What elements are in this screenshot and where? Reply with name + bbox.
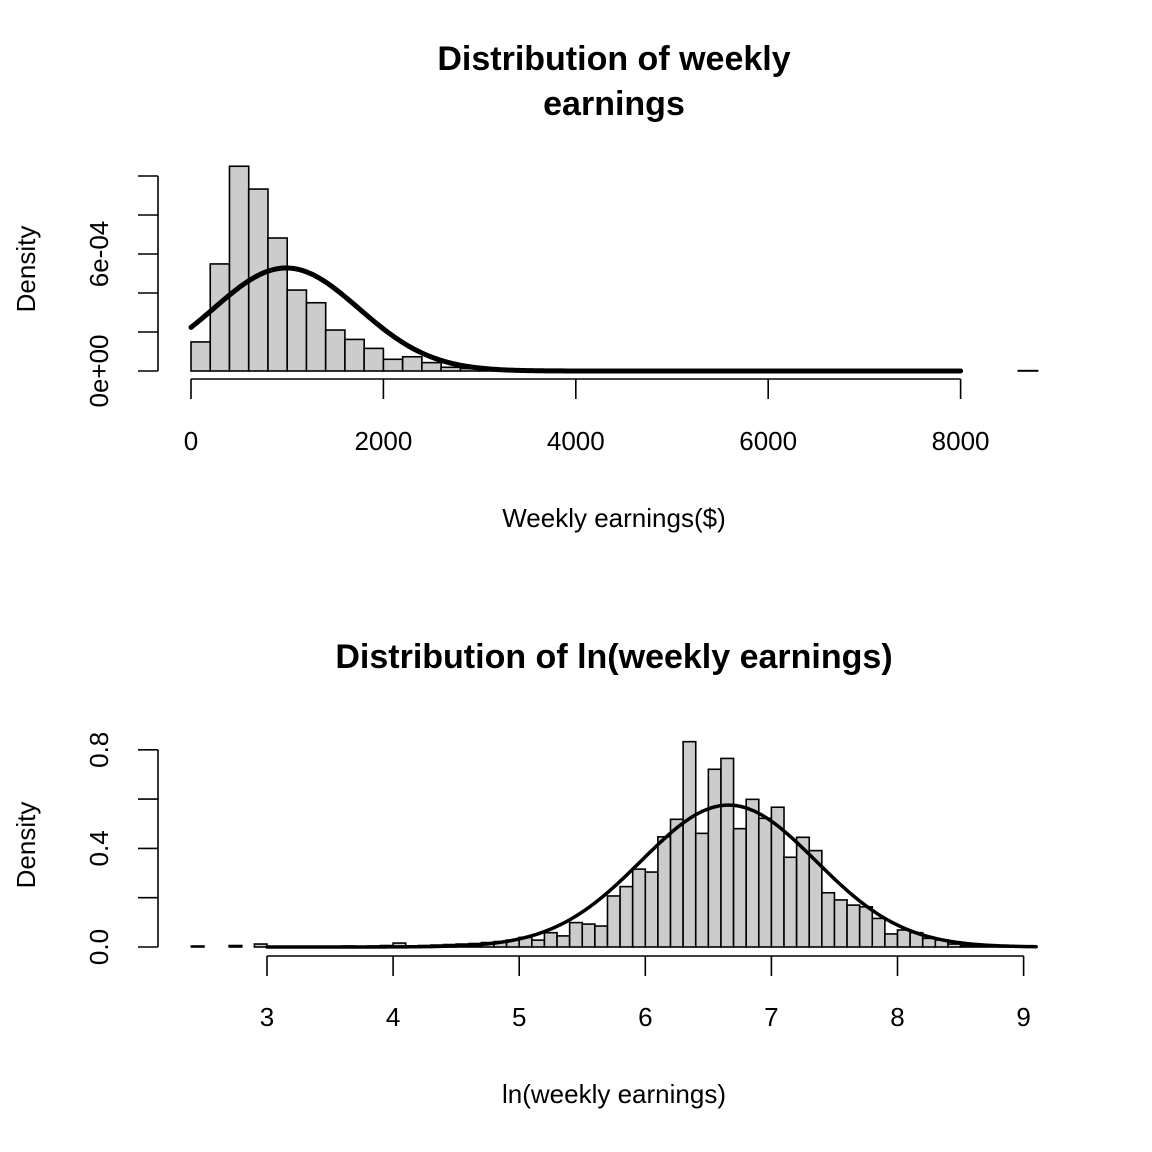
histogram-bar: [631, 868, 647, 948]
histogram-bar: [421, 361, 442, 372]
histogram-bar: [581, 923, 596, 948]
x-axis: 3 4 5 6 7 8 9: [260, 955, 1031, 1032]
histogram-bar: [594, 925, 609, 948]
histogram-bar: [947, 943, 962, 948]
histogram-bar: [556, 935, 571, 948]
histogram-bar: [401, 355, 423, 372]
histogram-bar: [669, 818, 684, 948]
histogram-bar: [833, 899, 848, 948]
x-tick-label: 6: [638, 1002, 652, 1032]
x-tick-label: 2000: [354, 426, 412, 456]
histogram-bar: [682, 740, 697, 948]
x-tick-label: 4: [386, 1002, 400, 1032]
histogram-bar: [720, 757, 735, 948]
y-axis-label: Density: [11, 802, 41, 889]
histogram-bars: [190, 165, 1039, 372]
histogram-bar: [783, 856, 798, 948]
x-axis: 0 2000 4000 6000 8000: [184, 378, 990, 456]
y-tick-label: 0e+00: [84, 334, 114, 407]
x-tick-label: 9: [1016, 1002, 1030, 1032]
histogram-bar: [209, 263, 231, 372]
x-tick-label: 6000: [739, 426, 797, 456]
histogram-bar: [846, 904, 861, 948]
histogram-bar: [305, 301, 327, 372]
y-tick-label: 0.8: [84, 732, 114, 768]
histogram-bar: [821, 891, 836, 948]
histogram-bar: [190, 945, 205, 948]
x-tick-label: 3: [260, 1002, 274, 1032]
histogram-bar: [707, 768, 722, 948]
histogram-bar: [363, 347, 385, 372]
histogram-bar: [732, 827, 747, 948]
x-tick-label: 4000: [547, 426, 605, 456]
histogram-bar: [884, 933, 899, 948]
y-axis-label: Density: [11, 226, 41, 313]
y-tick-label: 6e-04: [84, 221, 114, 288]
histogram-bar: [344, 338, 365, 372]
histogram-bar: [531, 939, 546, 948]
histogram-bar: [757, 817, 773, 948]
histogram-bar: [440, 366, 462, 372]
histogram-bar: [871, 917, 886, 948]
histogram-bar: [896, 929, 911, 948]
histogram-bar: [286, 289, 308, 372]
x-axis-label: ln(weekly earnings): [502, 1079, 726, 1109]
histogram-bar: [568, 921, 584, 948]
y-tick-label: 0.4: [84, 830, 114, 866]
histogram-bar: [619, 885, 634, 948]
x-tick-label: 5: [512, 1002, 526, 1032]
x-axis-label: Weekly earnings($): [502, 503, 726, 533]
histogram-bar: [858, 906, 874, 948]
histogram-bar: [694, 832, 710, 948]
histogram-bar: [657, 836, 672, 948]
y-axis: 0e+00 6e-04: [84, 175, 159, 408]
normal-density-curve: [265, 803, 1038, 949]
histogram-bar: [543, 931, 558, 948]
x-tick-label: 0: [184, 426, 198, 456]
x-tick-label: 7: [764, 1002, 778, 1032]
x-tick-label: 8: [890, 1002, 904, 1032]
chart-title: Distribution of ln(weekly earnings): [335, 638, 892, 676]
chart-ln-weekly-earnings: Distribution of ln(weekly earnings) 3 4 5 6…: [11, 638, 1038, 1109]
chart-title-line-2: earnings: [543, 85, 685, 123]
histogram-bar: [228, 165, 250, 372]
chart-title-line-1: Distribution of weekly: [437, 40, 790, 78]
y-axis: 0.0 0.4 0.8: [84, 732, 159, 965]
histogram-bars: [190, 740, 1038, 948]
normal-density-curve: [188, 265, 964, 374]
histogram-bar: [267, 237, 288, 372]
chart-weekly-earnings: Distribution of weekly earnings 0 2000 400…: [11, 40, 1039, 533]
x-tick-label: 8000: [932, 426, 990, 456]
histogram-bar: [606, 895, 621, 948]
histogram-bar: [644, 871, 659, 948]
histogram-bar: [190, 341, 212, 372]
y-tick-label: 0.0: [84, 929, 114, 965]
histogram-bar: [253, 943, 268, 948]
histogram-bar: [228, 944, 243, 948]
histogram-bar: [324, 329, 346, 372]
histogram-bar: [745, 798, 760, 948]
histogram-bar: [382, 358, 404, 372]
